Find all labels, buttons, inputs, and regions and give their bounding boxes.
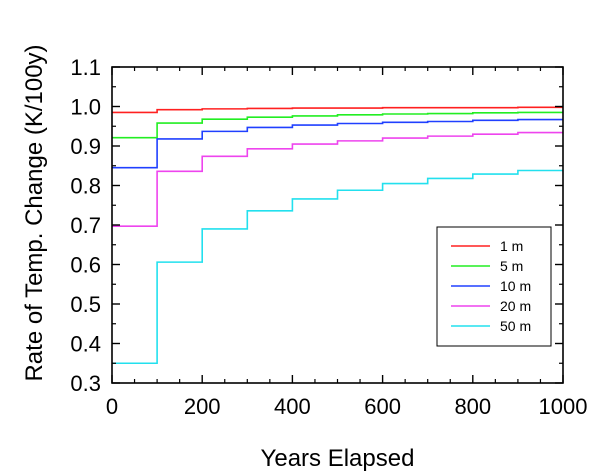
y-tick-label: 0.6 [70,253,101,278]
series-line-1 [112,106,563,114]
legend-label-4: 20 m [500,298,531,314]
series-line-5 [112,169,563,365]
y-tick-label: 1.1 [70,55,101,80]
legend-label-2: 5 m [500,258,523,274]
x-axis-title: Years Elapsed [261,445,415,472]
plot-frame [111,66,564,384]
series-line-2 [112,111,563,139]
series-line-3 [112,118,563,169]
legend-label-1: 1 m [500,238,523,254]
x-tick-label: 600 [364,394,401,419]
legend: 1 m 5 m 10 m 20 m 50 m [436,226,552,347]
ticks-layer [111,66,564,384]
x-tick-label: 800 [454,394,491,419]
y-axis-title: Rate of Temp. Change (K/100y) [21,44,48,381]
y-tick-label: 0.9 [70,134,101,159]
y-tick-label: 0.5 [70,292,101,317]
series-line-4 [112,131,563,227]
x-tick-label: 200 [184,394,221,419]
y-tick-label: 0.3 [70,371,101,396]
y-tick-label: 0.8 [70,174,101,199]
y-tick-label: 1.0 [70,95,101,120]
x-tick-label: 1000 [539,394,588,419]
y-tick-label: 0.7 [70,213,101,238]
series-layer [112,106,563,365]
x-tick-label: 400 [274,394,311,419]
legend-label-5: 50 m [500,318,531,334]
y-tick-label: 0.4 [70,332,101,357]
legend-label-3: 10 m [500,278,531,294]
x-tick-label: 0 [106,394,118,419]
tick-labels-layer: 0 200 400 600 800 1000 0.3 0.4 0.5 0.6 0.7 0.8 0.9 1.… [70,55,587,419]
